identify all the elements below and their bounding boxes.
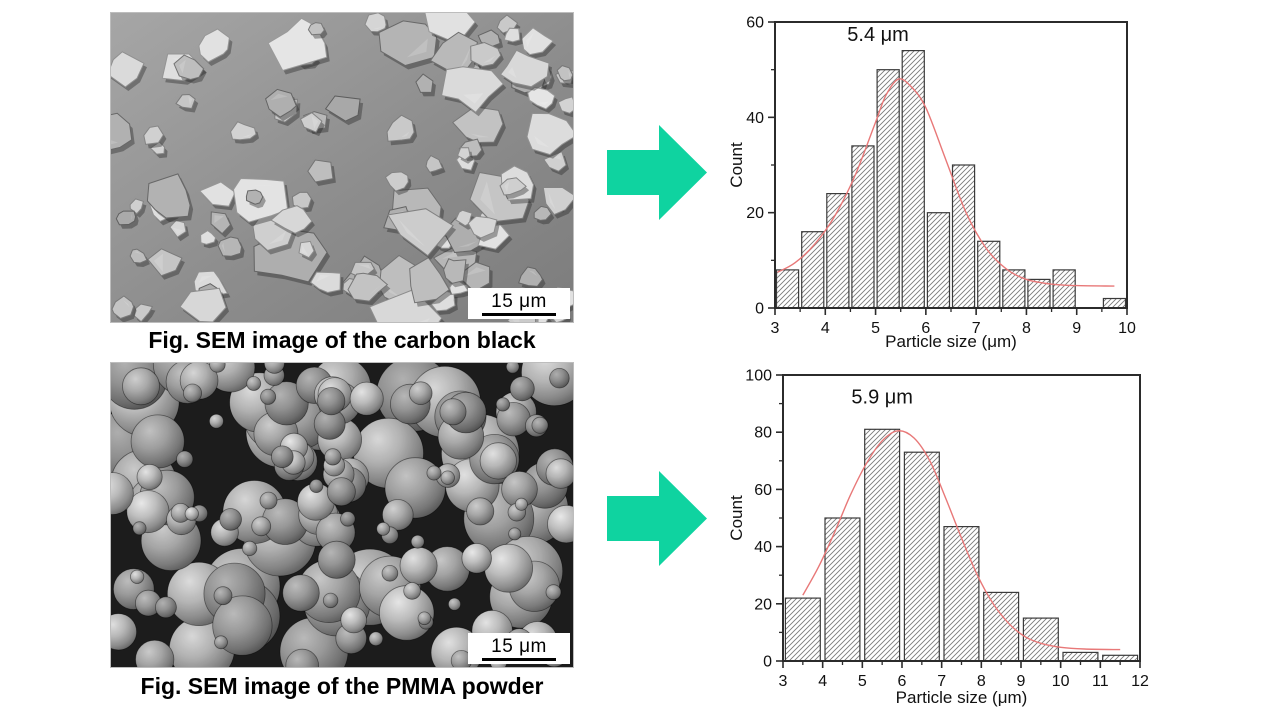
scale-bar: 15 μm — [468, 288, 570, 319]
bar — [1062, 651, 1099, 662]
scale-bar: 15 μm — [468, 633, 570, 664]
y-tick-label: 0 — [755, 301, 764, 318]
x-tick-label: 8 — [1022, 320, 1031, 337]
x-tick-label: 10 — [1052, 673, 1070, 690]
figure-caption-pmma-powder: Fig. SEM image of the PMMA powder — [140, 673, 544, 699]
x-tick-label: 3 — [779, 673, 788, 690]
histogram-carbon-black-size: 3 4 5 6 7 8 9 10 0 20 40 60 5.4 μm Particle size (μm)… — [700, 0, 1180, 360]
x-tick-label: 8 — [977, 673, 986, 690]
x-tick-label: 4 — [821, 320, 830, 337]
sem-carbon-black-rendering — [111, 13, 573, 322]
arrow-right-icon — [607, 125, 708, 220]
x-tick-label: 5 — [871, 320, 880, 337]
histogram-bars — [784, 428, 1139, 662]
x-tick-label: 7 — [937, 673, 946, 690]
x-tick-label: 11 — [1092, 673, 1109, 690]
x-tick-label: 9 — [1017, 673, 1026, 690]
mean-size-annotation: 5.9 μm — [851, 387, 913, 409]
x-tick-label: 10 — [1118, 320, 1136, 337]
bar — [903, 451, 940, 662]
figure-caption-carbon-black: Fig. SEM image of the carbon black — [148, 327, 536, 353]
bar — [926, 212, 951, 309]
scale-bar-label: 15 μm — [491, 290, 547, 312]
fit-curve — [777, 78, 1115, 287]
y-tick-label: 20 — [754, 596, 772, 613]
x-tick-label: 5 — [858, 673, 867, 690]
y-tick-label: 80 — [754, 425, 772, 442]
arrow-right-icon — [607, 471, 708, 566]
bar — [1052, 269, 1076, 309]
x-tick-label: 3 — [771, 320, 780, 337]
x-tick-label: 9 — [1072, 320, 1081, 337]
x-tick-label: 4 — [818, 673, 827, 690]
x-axis: 3 4 5 6 7 8 9 10 11 12 — [779, 661, 1149, 690]
bar — [775, 269, 800, 309]
fit-curve — [802, 430, 1121, 651]
x-tick-label: 6 — [898, 673, 907, 690]
x-tick-label: 12 — [1131, 673, 1149, 690]
sem-image-carbon-black — [110, 12, 574, 323]
sem-image-pmma-powder — [110, 362, 574, 668]
histogram-pmma-size: 3 4 5 6 7 8 9 10 11 12 0 20 40 60 80 100 5.9 μm Particle … — [700, 360, 1180, 720]
y-axis: 0 20 40 60 — [746, 15, 775, 318]
y-axis: 0 20 40 60 80 100 — [745, 368, 783, 671]
scale-bar-line — [482, 312, 556, 316]
scale-bar-label: 15 μm — [491, 635, 547, 657]
y-tick-label: 0 — [763, 654, 772, 671]
sem-figure-carbon-black: 15 μm — [110, 12, 574, 323]
y-axis-label: Count — [727, 142, 746, 188]
bar — [851, 145, 875, 309]
histogram-bars — [775, 49, 1127, 309]
bar — [1022, 617, 1059, 662]
bar — [864, 428, 901, 662]
x-axis-label: Particle size (μm) — [885, 332, 1017, 351]
y-tick-label: 60 — [754, 482, 772, 499]
x-axis-label: Particle size (μm) — [896, 688, 1028, 707]
bar — [1002, 269, 1026, 309]
x-tick-label: 7 — [972, 320, 981, 337]
x-axis: 3 4 5 6 7 8 9 10 — [771, 308, 1136, 337]
bar — [801, 231, 825, 309]
y-tick-label: 60 — [746, 15, 764, 32]
x-tick-label: 6 — [921, 320, 930, 337]
bar — [784, 597, 821, 662]
bar — [1102, 297, 1127, 309]
scale-bar-line — [482, 657, 556, 661]
y-tick-label: 100 — [745, 368, 772, 385]
sem-pmma-rendering — [111, 363, 573, 667]
y-axis-label: Count — [727, 495, 746, 541]
bar — [943, 526, 980, 662]
sem-figure-pmma-powder: 15 μm — [110, 362, 574, 668]
bar — [983, 591, 1020, 662]
bar — [824, 517, 861, 662]
y-tick-label: 20 — [746, 205, 764, 222]
y-tick-label: 40 — [746, 110, 764, 127]
bar — [876, 69, 900, 309]
y-tick-label: 40 — [754, 539, 772, 556]
mean-size-annotation: 5.4 μm — [847, 24, 909, 46]
